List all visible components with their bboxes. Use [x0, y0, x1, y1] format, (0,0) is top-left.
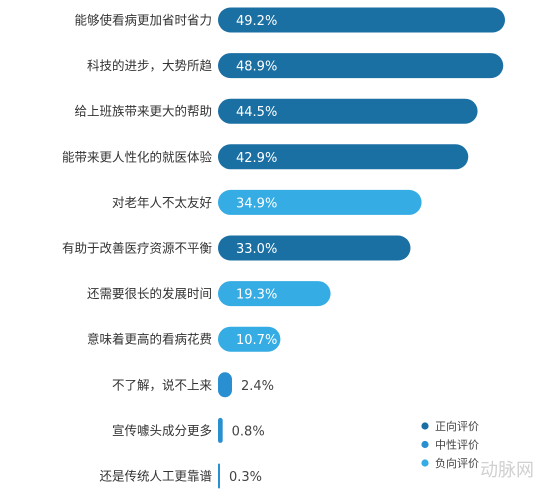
legend-label: 负向评价 — [435, 456, 479, 470]
watermark-text: 动脉网 — [480, 460, 534, 481]
category-label: 能带来更人性化的就医体验 — [62, 149, 213, 164]
category-label: 有助于改善医疗资源不平衡 — [62, 241, 212, 256]
bar — [218, 53, 504, 79]
bar — [218, 235, 411, 261]
category-label: 给上班族带来更大的帮助 — [74, 104, 212, 119]
bar-value-label: 42.9% — [236, 151, 277, 166]
bar-value-label: 10.7% — [236, 333, 277, 348]
bar-value-label: 0.8% — [232, 424, 265, 439]
category-label: 宣传噱头成分更多 — [112, 423, 212, 438]
bar — [218, 281, 331, 307]
category-label: 科技的进步，大势所趋 — [87, 58, 213, 73]
category-label: 还需要很长的发展时间 — [87, 286, 212, 301]
bar — [218, 189, 422, 215]
bar-value-label: 48.9% — [236, 60, 277, 75]
legend-label: 中性评价 — [435, 438, 479, 452]
bar-value-label: 44.5% — [236, 105, 277, 120]
bar — [218, 417, 223, 443]
bar-value-label: 49.2% — [236, 14, 277, 29]
bar-value-label: 19.3% — [236, 288, 277, 303]
bar — [218, 7, 505, 33]
bar — [218, 463, 220, 489]
legend-label: 正向评价 — [435, 419, 479, 433]
bars-layer: 能够使看病更加省时省力 49.2% 科技的进步，大势所趋 48.9% 给上班族带来更大的… — [62, 7, 505, 489]
category-label: 能够使看病更加省时省力 — [74, 13, 212, 28]
category-label: 不了解，说不上来 — [112, 377, 213, 392]
bar — [218, 372, 232, 398]
legend-marker — [421, 459, 429, 467]
bar-value-label: 0.3% — [229, 470, 262, 485]
bar — [218, 326, 281, 352]
bar — [218, 98, 478, 124]
bar — [218, 144, 469, 170]
category-label: 对老年人不太友好 — [112, 195, 212, 210]
legend-marker — [421, 440, 429, 449]
bar-value-label: 2.4% — [241, 379, 274, 394]
bar-value-label: 33.0% — [236, 242, 277, 257]
bar-value-label: 34.9% — [236, 196, 277, 211]
category-label: 意味着更高的看病花费 — [87, 332, 212, 347]
category-label: 还是传统人工更靠谱 — [99, 469, 212, 484]
legend-marker — [421, 422, 429, 430]
